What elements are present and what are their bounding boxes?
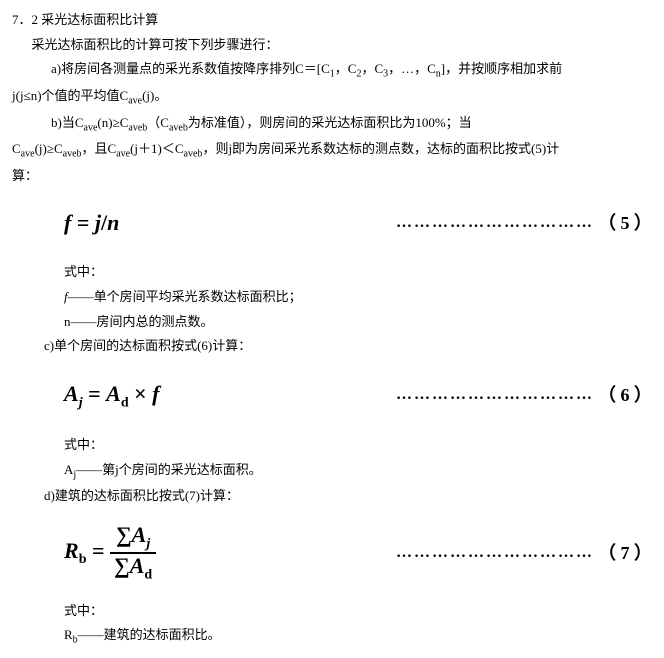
defs-header: 式中： [64, 433, 652, 458]
var-A: A [64, 462, 73, 477]
defs-5: 式中： f——单个房间平均采光系数达标面积比； n——房间内总的测点数。 [12, 260, 652, 334]
t: ——建筑的达标面积比。 [78, 627, 221, 642]
t: ，C [361, 61, 383, 76]
sub-ave: ave [21, 149, 35, 160]
var-A: A [64, 381, 79, 406]
sub-d: d [144, 567, 152, 582]
var-A: A [132, 522, 147, 547]
t: ，且C [82, 141, 117, 156]
var-n: n [107, 210, 119, 235]
eq: = [71, 210, 95, 235]
t: (n)≥C [97, 115, 128, 130]
formula-6: Aj = Ad × f …………………………… （ 6 ） [12, 373, 652, 417]
step-c: c)单个房间的达标面积按式(6)计算： [12, 334, 652, 359]
t: C [12, 141, 21, 156]
eq-number-7: （ 7 ） [598, 536, 652, 570]
t: b)当C [51, 115, 84, 130]
t: 为标准值），则房间的采光达标面积比为100%；当 [188, 115, 472, 130]
intro-line: 采光达标面积比的计算可按下列步骤进行： [12, 33, 652, 58]
defs-7: 式中： Rb——建筑的达标面积比。 [12, 599, 652, 650]
t: ——单个房间平均采光系数达标面积比； [68, 289, 302, 304]
step-a-line2: j(j≤n)个值的平均值C [12, 88, 128, 103]
t: ，C [335, 61, 357, 76]
sub-j: j [146, 536, 150, 551]
t: (j)。 [142, 88, 167, 103]
formula-5-expr: f = j/n [64, 202, 244, 244]
sub-ave: ave [128, 96, 142, 107]
formula-7: Rb = ∑Aj ∑Ad …………………………… （ 7 ） [12, 523, 652, 583]
sub-ave: ave [84, 122, 98, 133]
sub-d: d [121, 395, 129, 410]
sub-aveb: aveb [63, 149, 82, 160]
eq: = [86, 538, 110, 563]
formula-6-expr: Aj = Ad × f [64, 373, 244, 417]
section-heading: 7．2 采光达标面积比计算 [12, 8, 652, 33]
sigma-icon: ∑ [116, 522, 132, 547]
var-f: f [152, 381, 159, 406]
step-b: b)当Cave(n)≥Caveb（Caveb为标准值），则房间的采光达标面积比为… [12, 111, 652, 189]
sub-aveb: aveb [169, 122, 188, 133]
fraction: ∑Aj ∑Ad [110, 523, 156, 583]
var-A: A [130, 553, 145, 578]
times: × [129, 381, 153, 406]
t: ——第j个房间的采光达标面积。 [76, 462, 262, 477]
formula-7-expr: Rb = ∑Aj ∑Ad [64, 523, 244, 583]
t: ]，并按顺序相加求前 [441, 61, 562, 76]
formula-5: f = j/n …………………………… （ 5 ） [12, 202, 652, 244]
eq-number-5: （ 5 ） [598, 206, 652, 240]
eq: = [83, 381, 107, 406]
defs-header: 式中： [64, 260, 652, 285]
defs-6: 式中： Aj——第j个房间的采光达标面积。 [12, 433, 652, 484]
step-a-text: a)将房间各测量点的采光系数值按降序排列C＝[C [51, 61, 330, 76]
sub-aveb: aveb [128, 122, 147, 133]
var-R: R [64, 627, 73, 642]
var-R: R [64, 538, 79, 563]
t: 算： [12, 164, 652, 189]
step-a: a)将房间各测量点的采光系数值按降序排列C＝[C1，C2，C3，…，Cn]，并按… [12, 57, 652, 110]
sub-ave: ave [116, 149, 130, 160]
section-title-text: 采光达标面积比计算 [41, 12, 158, 27]
eq-number-6: （ 6 ） [598, 378, 652, 412]
t: (j＋1)＜C [130, 141, 183, 156]
section-number: 7．2 [12, 12, 38, 27]
t: n——房间内总的测点数。 [64, 310, 652, 335]
t: (j)≥C [35, 141, 63, 156]
sigma-icon: ∑ [114, 553, 130, 578]
t: ，…，C [388, 61, 436, 76]
sub-aveb: aveb [184, 149, 203, 160]
dot-leader: …………………………… [244, 208, 598, 238]
step-d: d)建筑的达标面积比按式(7)计算： [12, 484, 652, 509]
t: （C [147, 115, 169, 130]
var-A: A [106, 381, 121, 406]
t: ，则j即为房间采光系数达标的测点数，达标的面积比按式(5)计 [202, 141, 559, 156]
dot-leader: …………………………… [244, 380, 598, 410]
dot-leader: …………………………… [244, 538, 598, 568]
